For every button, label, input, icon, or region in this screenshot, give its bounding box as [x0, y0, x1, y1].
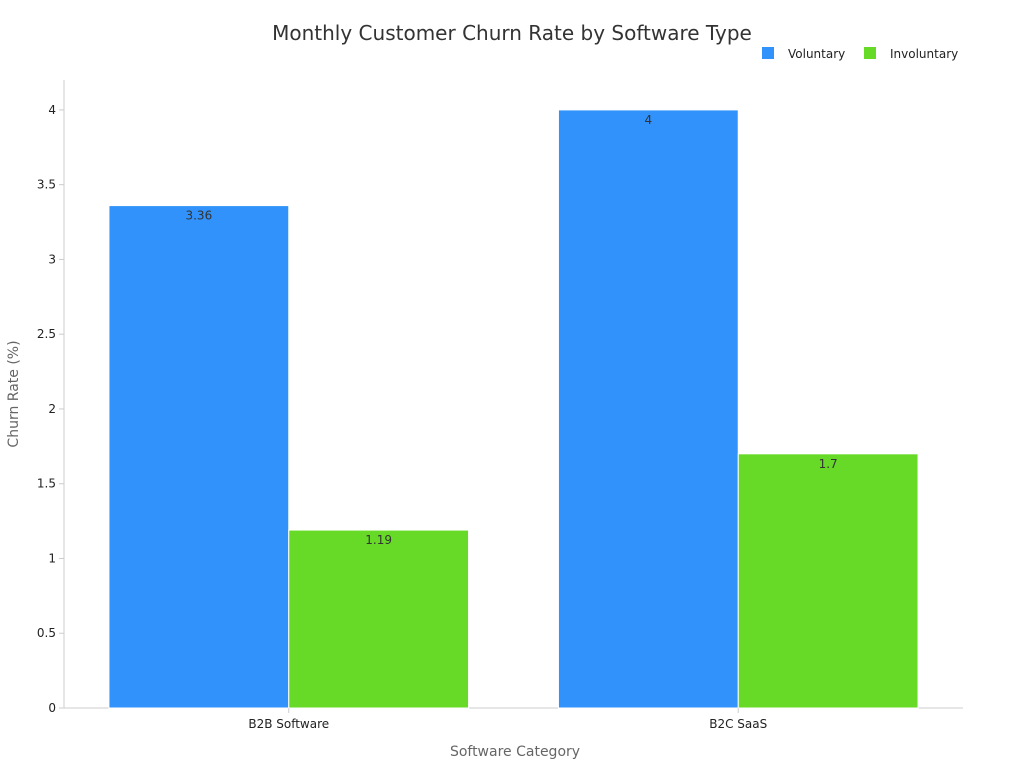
bars: 3.36 1.19 4 1.7 — [108, 109, 919, 709]
x-axis-label: Software Category — [450, 744, 580, 760]
x-tick-label: B2B Software — [248, 717, 329, 731]
chart-title: Monthly Customer Churn Rate by Software … — [272, 21, 752, 45]
data-label: 1.7 — [819, 457, 838, 471]
y-tick-label: 4 — [48, 103, 56, 117]
legend-swatch-voluntary — [762, 47, 774, 59]
legend-swatch-involuntary — [864, 47, 876, 59]
y-tick-label: 0 — [48, 701, 56, 715]
y-tick-label: 1 — [48, 551, 56, 565]
legend-label-involuntary: Involuntary — [890, 47, 958, 61]
y-tick-label: 3.5 — [37, 178, 56, 192]
data-label: 1.19 — [365, 533, 392, 547]
data-label: 4 — [645, 113, 653, 127]
y-tick-label: 1.5 — [37, 477, 56, 491]
y-tick-label: 0.5 — [37, 626, 56, 640]
y-tick-label: 3 — [48, 252, 56, 266]
legend: Voluntary Involuntary — [762, 47, 958, 61]
y-axis-label: Churn Rate (%) — [6, 340, 22, 447]
y-tick-label: 2 — [48, 402, 56, 416]
bar-involuntary-0 — [288, 529, 470, 709]
legend-label-voluntary: Voluntary — [788, 47, 845, 61]
y-tick-label: 2.5 — [37, 327, 56, 341]
bar-voluntary-1 — [557, 109, 739, 709]
bar-voluntary-0 — [108, 205, 290, 709]
bar-involuntary-1 — [737, 453, 919, 709]
x-tick-label: B2C SaaS — [709, 717, 767, 731]
data-label: 3.36 — [185, 209, 212, 223]
y-ticks: 0 0.5 1 1.5 2 2.5 3 3.5 4 — [37, 103, 64, 715]
x-ticks: B2B Software B2C SaaS — [248, 708, 767, 731]
